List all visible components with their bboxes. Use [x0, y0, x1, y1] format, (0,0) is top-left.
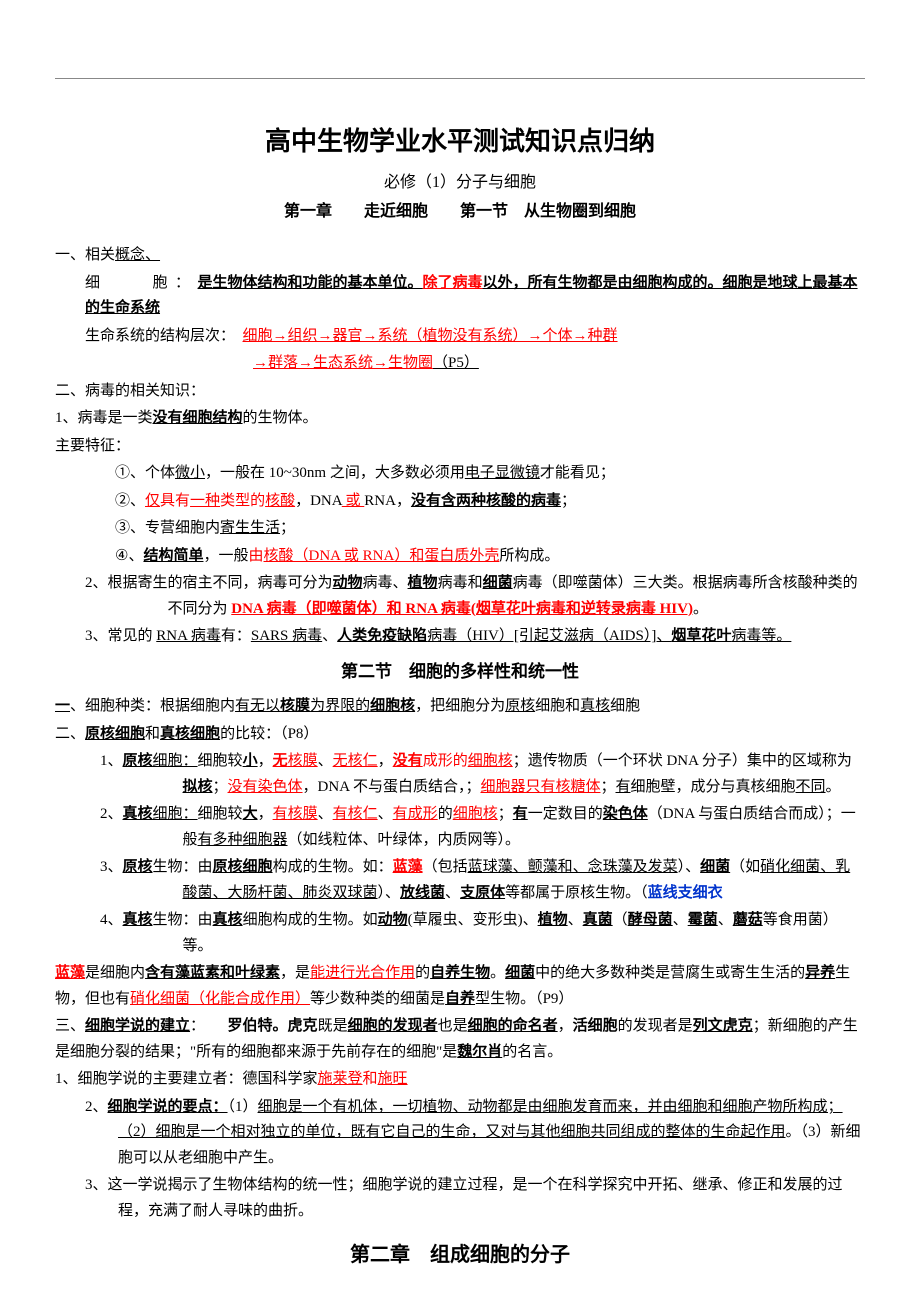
chapter2-title: 第二章 组成细胞的分子: [55, 1238, 865, 1272]
virus-2: 2、根据寄生的宿主不同，病毒可分为动物病毒、植物病毒和细菌病毒（即噬菌体）三大类…: [70, 571, 865, 622]
compare-1: 1、原核细胞：细胞较小，无核膜、无核仁，没有成形的细胞核；遗传物质（一个环状 D…: [70, 749, 865, 800]
cell-types: 一、细胞种类：根据细胞内有无以核膜为界限的细胞核，把细胞分为原核细胞和真核细胞: [55, 694, 865, 720]
feat-4: ④、结构简单，一般由核酸（DNA 或 RNA）和蛋白质外壳所构成。: [55, 544, 865, 570]
theory-1: 1、细胞学说的主要建立者：德国科学家施莱登和施旺: [55, 1067, 865, 1093]
compare-heading: 二、原核细胞和真核细胞的比较：（P8）: [55, 722, 865, 748]
subtitle: 必修（1）分子与细胞: [55, 169, 865, 196]
theory-2: 2、细胞学说的要点：（1）细胞是一个有机体，一切植物、动物都是由细胞发育而来，并…: [70, 1095, 865, 1172]
section1-heading: 一、相关概念、: [55, 243, 865, 269]
life-levels: 生命系统的结构层次： 细胞→组织→器官→系统（植物没有系统）→个体→种群: [55, 324, 865, 350]
lanzao-note: 蓝藻是细胞内含有藻蓝素和叶绿素，是能进行光合作用的自养生物。细菌中的绝大多数种类…: [55, 961, 865, 1012]
top-rule: [55, 78, 865, 79]
compare-3: 3、原核生物：由原核细胞构成的生物。如：蓝藻（包括蓝球藻、颤藻和、念珠藻及发菜）…: [70, 855, 865, 906]
compare-4: 4、真核生物：由真核细胞构成的生物。如动物(草履虫、变形虫)、植物、真菌（酵母菌…: [70, 908, 865, 959]
feat-2: ②、仅具有一种类型的核酸，DNA 或 RNA，没有含两种核酸的病毒；: [55, 489, 865, 515]
virus-1: 1、病毒是一类没有细胞结构的生物体。: [55, 406, 865, 432]
virus-3: 3、常见的 RNA 病毒有：SARS 病毒、人类免疫缺陷病毒（HIV）[引起艾滋…: [55, 624, 865, 650]
section2-heading: 二、病毒的相关知识：: [55, 379, 865, 405]
chapter-line: 第一章 走近细胞 第一节 从生物圈到细胞: [55, 198, 865, 225]
cell-def: 细 胞：是生物体结构和功能的基本单位。除了病毒以外，所有生物都是由细胞构成的。细…: [55, 271, 865, 322]
section2-title: 第二节 细胞的多样性和统一性: [55, 658, 865, 687]
theory-3: 3、这一学说揭示了生物体结构的统一性；细胞学说的建立过程，是一个在科学探究中开拓…: [70, 1173, 865, 1224]
cell-theory: 三、细胞学说的建立： 罗伯特。虎克既是细胞的发现者也是细胞的命名者，活细胞的发现…: [55, 1014, 865, 1065]
feat-3: ③、专营细胞内寄生生活；: [55, 516, 865, 542]
life-levels-2: →群落→生态系统→生物圈（P5）: [55, 351, 865, 377]
features-label: 主要特征：: [55, 434, 865, 460]
compare-2: 2、真核细胞：细胞较大，有核膜、有核仁、有成形的细胞核；有一定数目的染色体（DN…: [70, 802, 865, 853]
main-title: 高中生物学业水平测试知识点归纳: [55, 119, 865, 163]
feat-1: ①、个体微小，一般在 10~30nm 之间，大多数必须用电子显微镜才能看见；: [55, 461, 865, 487]
